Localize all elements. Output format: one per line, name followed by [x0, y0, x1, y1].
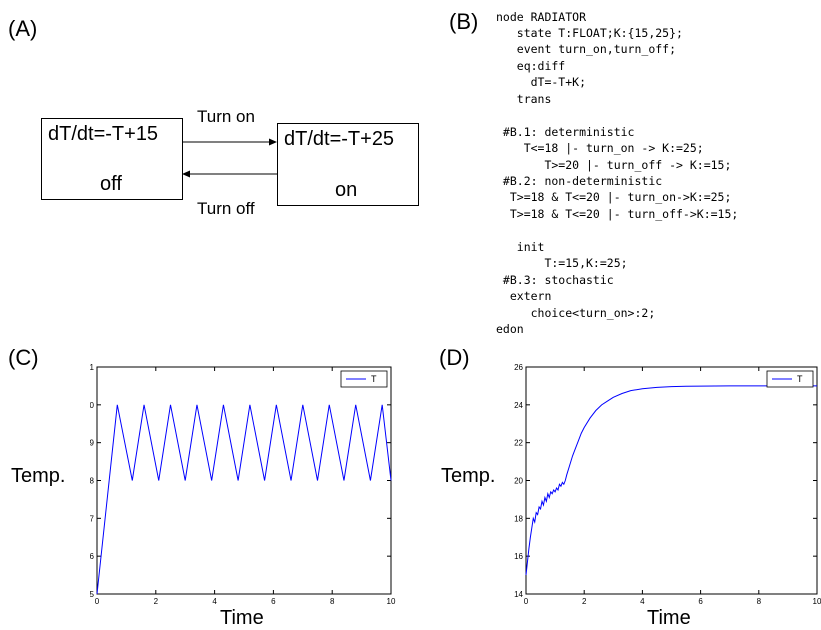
y-tick-label: 20 — [90, 401, 95, 410]
code-line: extern — [496, 289, 552, 303]
code-line: T>=18 & T<=20 |- turn_on->K:=25; — [496, 190, 732, 204]
y-tick-label: 19 — [90, 439, 95, 448]
turn-off-label: Turn off — [197, 199, 255, 218]
code-line: #B.1: deterministic — [496, 125, 635, 139]
legend-label: T — [371, 374, 377, 384]
chart-c-plot: 0 2 4 6 8 10 15 16 17 18 19 20 21 T — [90, 363, 396, 606]
x-tick-label: 10 — [813, 597, 821, 606]
panel-label-a: (A) — [8, 16, 38, 41]
code-line: init — [496, 240, 545, 254]
x-tick-label: 6 — [698, 597, 703, 606]
code-line: T:=15,K:=25; — [496, 256, 628, 270]
chart-c-ylabel: Temp. — [11, 465, 66, 487]
code-line: node RADIATOR — [496, 10, 587, 24]
state-off-equation: dT/dt=-T+15 — [48, 123, 159, 145]
panel-label-b: (B) — [449, 9, 479, 34]
code-line: T<=18 |- turn_on -> K:=25; — [496, 141, 704, 155]
x-tick-label: 10 — [387, 597, 396, 606]
series-line-T — [96, 404, 392, 595]
x-tick-label: 0 — [95, 597, 100, 606]
y-tick-label: 16 — [514, 552, 523, 561]
x-tick-label: 0 — [524, 597, 529, 606]
panel-label-d: (D) — [439, 345, 470, 370]
code-line: eq:diff — [496, 59, 566, 73]
x-tick-label: 8 — [757, 597, 762, 606]
turn-off-arrow — [182, 170, 277, 178]
state-on-box: dT/dt=-T+25 on — [277, 123, 419, 206]
y-tick-label: 24 — [514, 401, 523, 410]
y-tick-label: 18 — [90, 477, 95, 486]
code-line: state T:FLOAT;K:{15,25}; — [496, 26, 683, 40]
x-tick-label: 2 — [154, 597, 159, 606]
chart-d-xlabel: Time — [647, 607, 691, 629]
code-line: T>=20 |- turn_off -> K:=15; — [496, 158, 732, 172]
y-tick-label: 15 — [90, 590, 95, 599]
series-line-T — [525, 385, 817, 576]
state-on-name: on — [335, 179, 358, 201]
code-line: dT=-T+K; — [496, 75, 587, 89]
y-tick-label: 20 — [514, 477, 523, 486]
code-line: trans — [496, 92, 552, 106]
state-on-equation: dT/dt=-T+25 — [284, 128, 395, 150]
turn-on-label: Turn on — [197, 107, 255, 126]
code-line: #B.2: non-deterministic — [496, 174, 663, 188]
code-line: edon — [496, 322, 524, 336]
code-line: choice<turn_on>:2; — [496, 306, 656, 320]
turn-on-arrow — [182, 138, 277, 146]
plot-frame — [525, 366, 818, 595]
code-line: event turn_on,turn_off; — [496, 42, 677, 56]
x-tick-label: 4 — [212, 597, 217, 606]
y-tick-label: 14 — [514, 590, 523, 599]
code-line: #B.3: stochastic — [496, 273, 614, 287]
x-tick-label: 8 — [330, 597, 335, 606]
y-tick-label: 26 — [514, 363, 523, 372]
chart-c-xlabel: Time — [220, 607, 264, 629]
plot-frame — [96, 366, 392, 595]
state-off-box: dT/dt=-T+15 off — [41, 118, 183, 200]
state-off-name: off — [100, 173, 122, 195]
x-tick-label: 2 — [582, 597, 587, 606]
y-tick-label: 21 — [90, 363, 95, 372]
chart-d-ylabel: Temp. — [441, 465, 496, 487]
x-tick-label: 6 — [271, 597, 276, 606]
y-tick-label: 22 — [514, 439, 523, 448]
y-tick-label: 17 — [90, 514, 95, 523]
panel-label-c: (C) — [8, 345, 39, 370]
y-tick-label: 18 — [514, 514, 523, 523]
x-tick-label: 4 — [640, 597, 645, 606]
legend-label: T — [797, 374, 803, 384]
code-line: T>=18 & T<=20 |- turn_off->K:=15; — [496, 207, 739, 221]
transition-arrows — [182, 138, 277, 178]
y-tick-label: 16 — [90, 552, 95, 561]
